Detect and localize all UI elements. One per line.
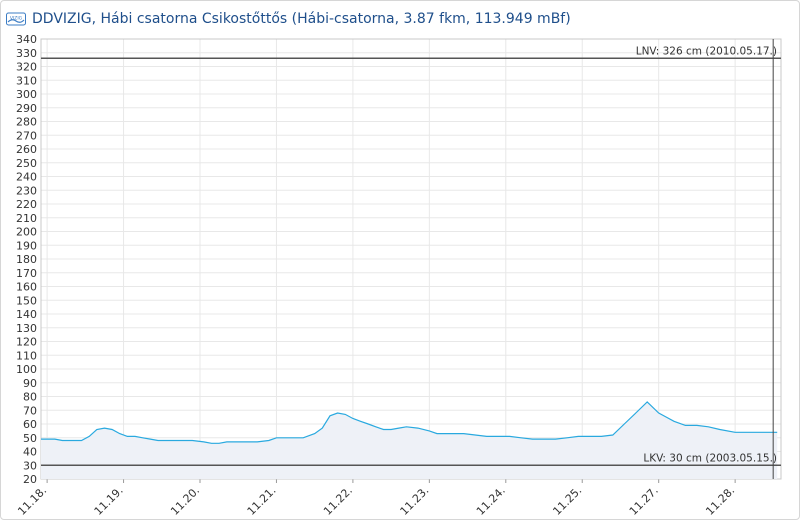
y-tick-label: 190 xyxy=(16,239,37,252)
x-tick-label: 11.23. xyxy=(398,484,432,518)
series-area xyxy=(41,402,778,479)
y-tick-label: 240 xyxy=(16,171,37,184)
y-tick-label: 260 xyxy=(16,143,37,156)
y-tick-label: 20 xyxy=(23,473,37,486)
y-tick-label: 160 xyxy=(16,281,37,294)
x-tick-label: 11.18. xyxy=(15,484,49,518)
x-tick-label: 11.28. xyxy=(703,484,737,518)
y-tick-label: 70 xyxy=(23,404,37,417)
x-tick-label: 11.27. xyxy=(627,484,661,518)
y-tick-label: 250 xyxy=(16,157,37,170)
y-tick-label: 100 xyxy=(16,363,37,376)
y-tick-label: 60 xyxy=(23,418,37,431)
y-tick-label: 140 xyxy=(16,308,37,321)
chart-header: VIZIG DDVIZIG, Hábi csatorna Csikostőttő… xyxy=(6,8,571,30)
logo-text: VIZIG xyxy=(10,16,23,22)
x-tick-label: 11.19. xyxy=(92,484,126,518)
series-line xyxy=(41,401,778,444)
y-tick-label: 50 xyxy=(23,432,37,445)
y-tick-label: 330 xyxy=(16,47,37,60)
y-tick-label: 90 xyxy=(23,377,37,390)
y-tick-label: 200 xyxy=(16,226,37,239)
vizig-logo-icon: VIZIG xyxy=(6,12,26,26)
y-tick-label: 40 xyxy=(23,446,37,459)
x-tick-label: 11.24. xyxy=(474,484,508,518)
y-tick-label: 180 xyxy=(16,253,37,266)
y-tick-label: 320 xyxy=(16,61,37,74)
y-tick-label: 220 xyxy=(16,198,37,211)
reference-line-label: LNV: 326 cm (2010.05.17.) xyxy=(636,45,777,57)
x-tick-label: 11.22. xyxy=(321,484,355,518)
y-tick-label: 130 xyxy=(16,322,37,335)
y-tick-label: 210 xyxy=(16,212,37,225)
y-tick-label: 170 xyxy=(16,267,37,280)
x-tick-label: 11.20. xyxy=(168,484,202,518)
y-tick-label: 120 xyxy=(16,336,37,349)
y-tick-label: 230 xyxy=(16,184,37,197)
y-tick-label: 270 xyxy=(16,129,37,142)
y-tick-label: 30 xyxy=(23,459,37,472)
x-tick-label: 11.21. xyxy=(245,484,279,518)
y-tick-label: 110 xyxy=(16,349,37,362)
y-tick-label: 340 xyxy=(16,33,37,46)
reference-line-label: LKV: 30 cm (2003.05.15.) xyxy=(643,452,777,464)
y-tick-label: 80 xyxy=(23,391,37,404)
y-tick-label: 310 xyxy=(16,74,37,87)
y-tick-label: 300 xyxy=(16,88,37,101)
x-tick-label: 11.25. xyxy=(550,484,584,518)
y-tick-label: 290 xyxy=(16,102,37,115)
chart-title: DDVIZIG, Hábi csatorna Csikostőttős (Háb… xyxy=(32,11,571,27)
y-tick-label: 150 xyxy=(16,294,37,307)
y-tick-label: 280 xyxy=(16,116,37,129)
